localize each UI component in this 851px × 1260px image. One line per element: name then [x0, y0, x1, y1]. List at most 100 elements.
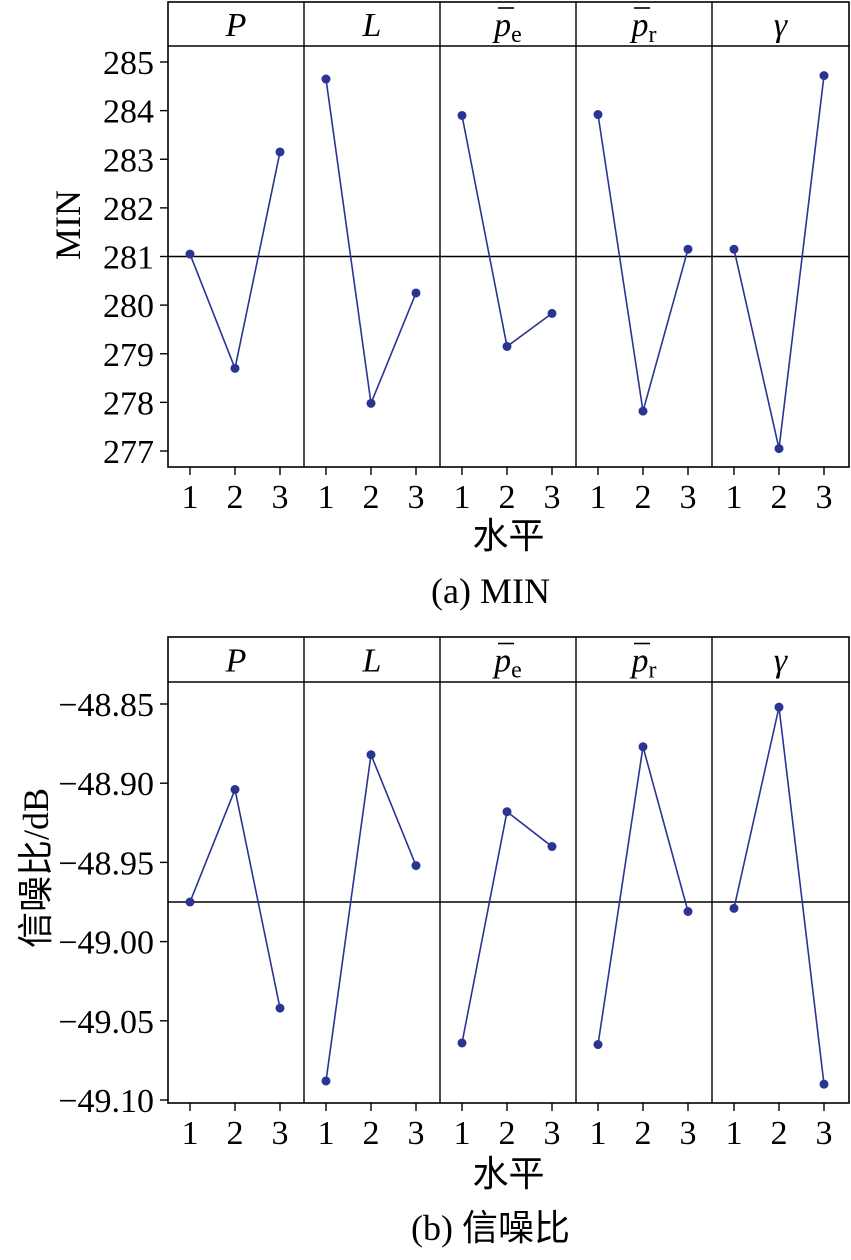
data-point — [321, 1076, 331, 1086]
chart-b: −48.85 −48.90 −48.95 −49.00 −49.05 −49.10 信噪比/… — [16, 636, 850, 1248]
x-tick-label: 1 — [726, 479, 743, 516]
data-point — [230, 363, 240, 373]
x-tick-label: 2 — [227, 479, 244, 516]
figure-caption: (b) 信噪比 — [411, 1208, 570, 1248]
data-point — [457, 110, 467, 120]
x-tick-label: 3 — [816, 1115, 833, 1152]
x-tick-label: 2 — [227, 1115, 244, 1152]
data-point — [774, 444, 784, 454]
facet-label-subscript: r — [649, 658, 657, 684]
x-tick-label: 1 — [182, 1115, 199, 1152]
x-tick-label: 3 — [408, 479, 425, 516]
facet-label-base: L — [362, 643, 382, 680]
data-point — [729, 244, 739, 254]
series-line — [733, 75, 825, 449]
y-tick-label: −48.85 — [58, 687, 154, 724]
x-tick-label: 2 — [771, 1115, 788, 1152]
data-point — [502, 807, 512, 817]
facet-label: γ — [774, 7, 789, 44]
x-tick-label: 1 — [318, 1115, 335, 1152]
data-point — [185, 897, 195, 907]
series-line — [325, 751, 417, 1082]
series-line — [597, 114, 689, 412]
y-tick-label: 282 — [103, 191, 154, 228]
facet-label: P — [225, 7, 247, 44]
data-point — [819, 1079, 829, 1089]
x-axis-title: 水平 — [472, 516, 544, 556]
series-line — [733, 706, 825, 1085]
data-point — [638, 742, 648, 752]
x-tick-label: 3 — [408, 1115, 425, 1152]
data-point — [502, 341, 512, 351]
x-tick-label: 2 — [771, 479, 788, 516]
facet-label-base: p — [630, 643, 649, 680]
y-tick-label: −49.10 — [58, 1083, 154, 1120]
data-point — [185, 249, 195, 259]
series-line — [325, 78, 417, 407]
x-tick-label: 1 — [726, 1115, 743, 1152]
x-tick-label: 3 — [544, 479, 561, 516]
x-tick-label: 2 — [635, 1115, 652, 1152]
y-axis-title: MIN — [48, 190, 88, 260]
figure-caption: (a) MIN — [431, 571, 550, 611]
x-tick-label: 3 — [680, 1115, 697, 1152]
plot-frame — [167, 636, 850, 1104]
x-tick-label: 2 — [363, 479, 380, 516]
facet-label: L — [362, 643, 382, 680]
x-tick-label: 1 — [318, 479, 335, 516]
facet-label-base: P — [225, 7, 247, 44]
facet-label-base: L — [362, 7, 382, 44]
data-point — [366, 750, 376, 760]
data-point — [457, 1038, 467, 1048]
x-tick-label: 3 — [272, 1115, 289, 1152]
facet-label-subscript: r — [649, 22, 657, 48]
data-point — [275, 1003, 285, 1013]
data-point — [729, 903, 739, 913]
y-tick-label: 283 — [103, 142, 154, 179]
x-tick-label: 3 — [816, 479, 833, 516]
series-line — [461, 115, 553, 348]
x-tick-label: 1 — [590, 479, 607, 516]
y-tick-label: −48.95 — [58, 845, 154, 882]
facet-label: pr — [630, 7, 657, 48]
y-tick-label: 281 — [103, 240, 154, 277]
facet-label-base: p — [492, 7, 511, 44]
data-point — [411, 861, 421, 871]
data-point — [638, 406, 648, 416]
facet-label: L — [362, 7, 382, 44]
facet-label: pe — [492, 7, 522, 48]
x-tick-label: 1 — [454, 1115, 471, 1152]
facet-label-subscript: e — [511, 658, 522, 684]
facet-label-base: p — [630, 7, 649, 44]
x-tick-label: 1 — [182, 479, 199, 516]
data-point — [593, 1040, 603, 1050]
series-line — [597, 746, 689, 1045]
data-point — [230, 785, 240, 795]
data-point — [593, 110, 603, 120]
facet-label-base: γ — [774, 7, 789, 44]
y-axis-title: 信噪比/dB — [16, 788, 56, 948]
x-tick-label: 1 — [454, 479, 471, 516]
y-tick-label: 284 — [103, 94, 154, 131]
y-tick-label: 277 — [103, 434, 154, 471]
series-line — [461, 810, 553, 1044]
y-tick-label: −49.05 — [58, 1004, 154, 1041]
data-point — [774, 702, 784, 712]
data-point — [547, 842, 557, 852]
x-tick-label: 1 — [590, 1115, 607, 1152]
data-point — [547, 308, 557, 318]
facet-label: pr — [630, 643, 657, 684]
series-line — [189, 786, 281, 1009]
facet-label: γ — [774, 643, 789, 680]
x-tick-label: 2 — [499, 479, 516, 516]
data-point — [683, 907, 693, 917]
x-tick-label: 3 — [272, 479, 289, 516]
facet-label: pe — [492, 643, 522, 684]
data-point — [275, 147, 285, 157]
data-point — [411, 288, 421, 298]
y-tick-label: 285 — [103, 45, 154, 82]
data-point — [819, 71, 829, 81]
